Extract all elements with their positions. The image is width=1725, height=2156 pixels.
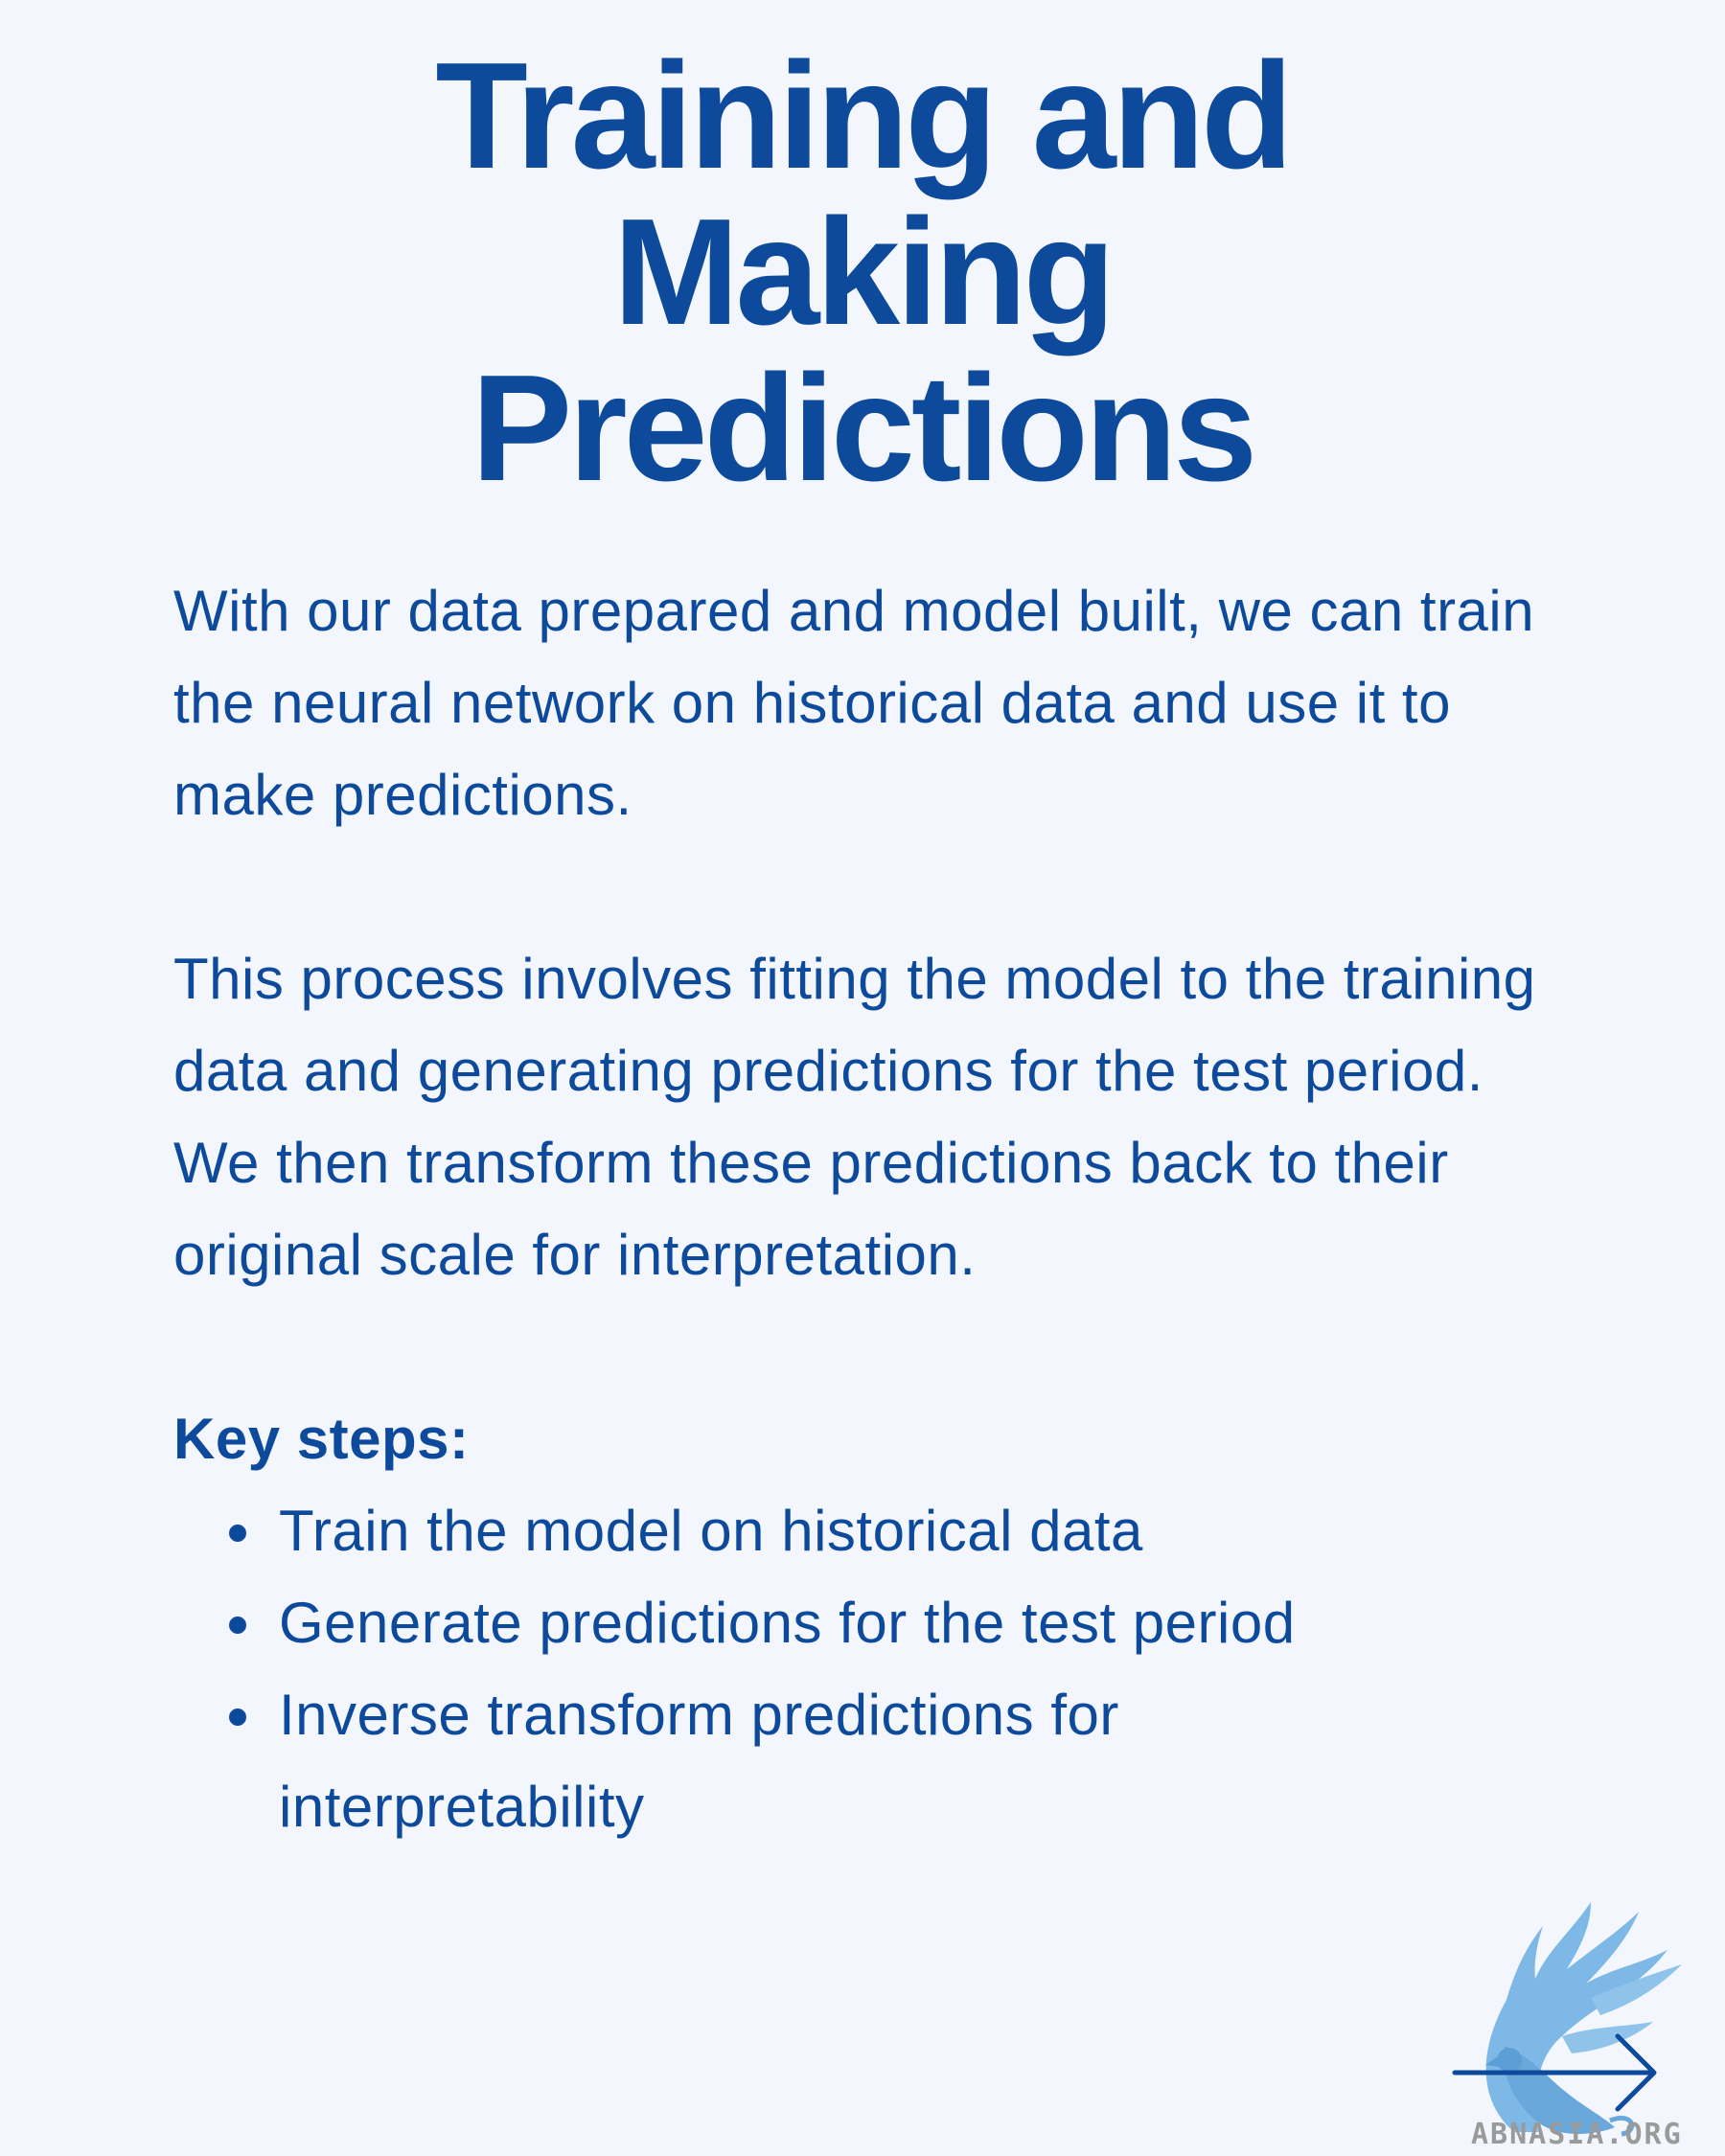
slide-body: With our data prepared and model built, … [173,565,1592,1853]
key-step-item: Generate predictions for the test period [173,1577,1362,1669]
slide-title-line-2: Making [612,188,1116,356]
key-step-item: Train the model on historical data [173,1485,1362,1577]
brand-logo[interactable]: ABNASIA.ORG [1447,1892,1725,2156]
key-steps-list: Train the model on historical data Gener… [173,1485,1592,1853]
slide-title-line-1: Training and [435,32,1293,200]
process-paragraph: This process involves fitting the model … [173,947,1536,1287]
key-steps-heading: Key steps: [173,1407,470,1471]
key-step-item: Inverse transform predictions for interp… [173,1669,1362,1853]
slide-title: Training and Making Predictions [0,38,1725,507]
logo-text: ABNASIA.ORG [1471,2118,1683,2151]
slide-title-line-3: Predictions [471,344,1257,513]
griffin-logo-icon [1452,1902,1682,2137]
intro-paragraph: With our data prepared and model built, … [173,579,1535,827]
